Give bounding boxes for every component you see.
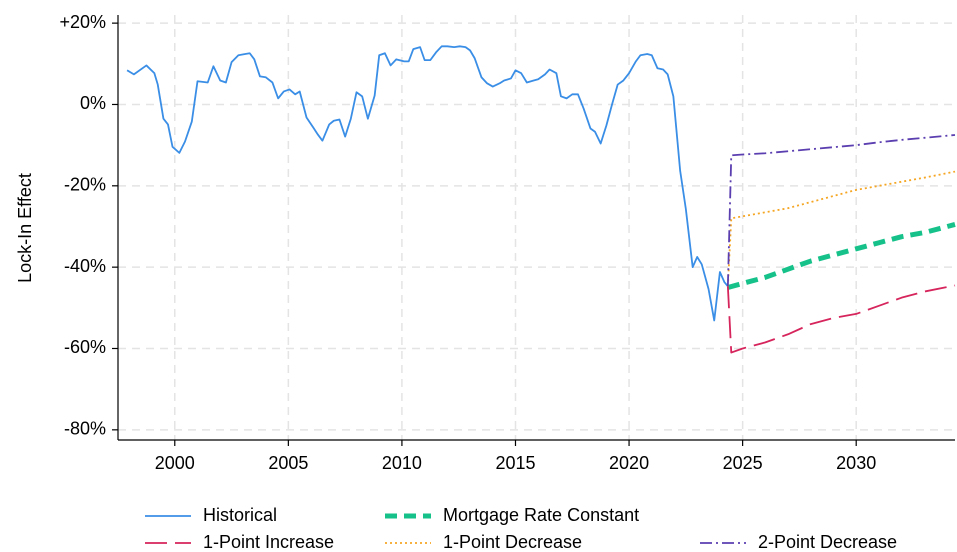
series-line: [727, 222, 956, 290]
series-line: [126, 45, 729, 322]
legend-label: 1-Point Decrease: [443, 532, 582, 552]
series-line: [726, 134, 956, 287]
legend-label: 2-Point Decrease: [758, 532, 897, 552]
y-tick-label: -40%: [64, 256, 106, 276]
x-tick-label: 2020: [609, 453, 649, 473]
y-tick-label: -20%: [64, 175, 106, 195]
x-tick-label: 2010: [382, 453, 422, 473]
y-tick-label: 0%: [80, 93, 106, 113]
legend-label: Historical: [203, 505, 277, 525]
series-line: [726, 170, 956, 287]
legend-label: Mortgage Rate Constant: [443, 505, 639, 525]
y-tick-label: +20%: [59, 12, 106, 32]
y-axis-label: Lock-In Effect: [15, 173, 35, 283]
series-line: [726, 284, 956, 354]
x-tick-label: 2000: [155, 453, 195, 473]
legend-label: 1-Point Increase: [203, 532, 334, 552]
x-tick-label: 2015: [495, 453, 535, 473]
x-tick-label: 2005: [268, 453, 308, 473]
x-tick-label: 2025: [723, 453, 763, 473]
y-tick-label: -60%: [64, 337, 106, 357]
x-tick-label: 2030: [836, 453, 876, 473]
y-tick-label: -80%: [64, 419, 106, 439]
